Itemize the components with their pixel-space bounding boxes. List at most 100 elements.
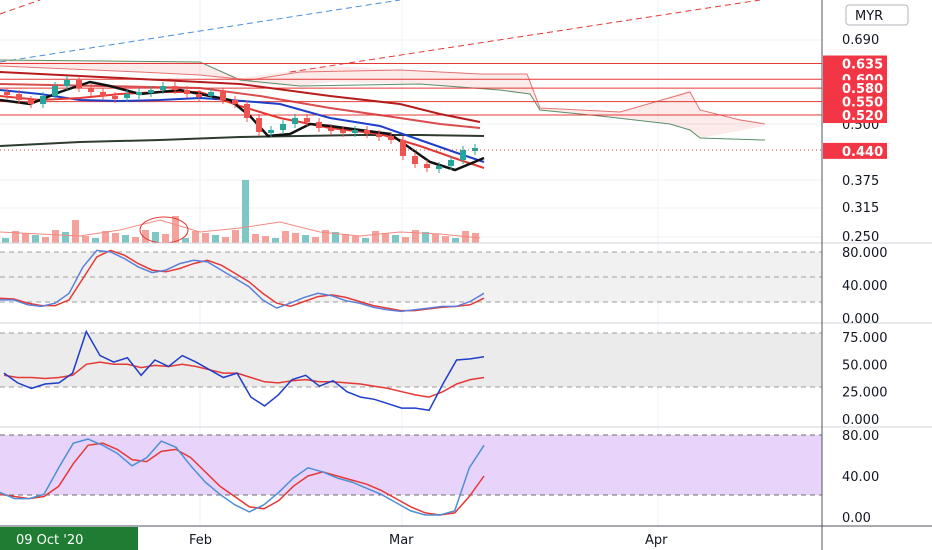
- level-badge-label-2: 0.580: [842, 82, 883, 97]
- candle-body: [16, 94, 22, 100]
- volume-bar: [352, 236, 359, 243]
- volume-bar: [212, 235, 219, 243]
- candle-body: [376, 134, 382, 137]
- volume-bar: [432, 234, 439, 243]
- level-badge-4: [823, 107, 887, 124]
- candle-body: [136, 92, 142, 95]
- candle-body: [340, 130, 346, 133]
- pane2-ticks-1: 50.000: [842, 358, 888, 373]
- volume-bar: [422, 232, 429, 243]
- candle-body: [472, 148, 478, 151]
- volume-bar: [302, 235, 309, 243]
- time-axis[interactable]: 09 Oct '20 Feb Mar Apr: [0, 525, 932, 550]
- currency-badge[interactable]: [845, 4, 909, 26]
- volume-ma: [0, 219, 481, 239]
- price-tick-0: 0.690: [842, 33, 879, 48]
- volume-bar: [102, 231, 109, 243]
- ichimoku-cloud: [0, 60, 765, 138]
- candle-body: [364, 130, 370, 134]
- candle-body: [280, 124, 286, 130]
- candle-body: [424, 164, 430, 168]
- ma-black-fast: [0, 80, 485, 172]
- candle-body: [112, 96, 118, 99]
- volume-bar: [42, 237, 49, 243]
- candle-body: [184, 90, 190, 94]
- volume-bar: [292, 233, 299, 243]
- volume-bar: [82, 236, 89, 243]
- price-pane[interactable]: [0, 0, 822, 244]
- candle-body: [292, 118, 298, 124]
- time-crosshair-badge: [0, 527, 138, 550]
- ichimoku-cloud-red-edge: [0, 65, 766, 125]
- volume-bar: [2, 238, 9, 243]
- volume-bar: [12, 231, 19, 243]
- volume-bar: [282, 231, 289, 243]
- volume-bar: [262, 236, 269, 243]
- volume-bar: [92, 238, 99, 243]
- volume-bar: [222, 237, 229, 243]
- pane3-ticks-2: 0.00: [842, 511, 871, 526]
- candle-body: [220, 92, 226, 100]
- trendline-red-dashed-top: [0, 0, 41, 15]
- pane3-ticks-0: 80.00: [842, 429, 879, 444]
- trendline-blue-dashed: [0, 0, 401, 63]
- price-tick-3: 0.315: [842, 201, 879, 216]
- candle-body: [64, 80, 70, 86]
- ma-red-fast: [0, 91, 485, 169]
- volume-bar: [342, 234, 349, 243]
- rsi-signal-line: [3, 361, 485, 398]
- pane1-ticks-2: 0.000: [842, 312, 879, 327]
- volume-bar: [182, 238, 189, 243]
- volume-bar: [312, 237, 319, 243]
- ma-red-1: [0, 83, 481, 129]
- pane3-ticks-1: 40.00: [842, 470, 879, 485]
- price-tick-2: 0.375: [842, 174, 879, 189]
- candle-body: [388, 136, 394, 140]
- volume-bar: [242, 180, 249, 243]
- candle-body: [52, 86, 58, 96]
- volume-bar: [442, 236, 449, 243]
- volume-bar: [72, 220, 79, 243]
- rsi-line: [3, 329, 485, 412]
- candle-body: [316, 122, 322, 128]
- volume-bar: [452, 238, 459, 243]
- volume-bar: [412, 230, 419, 243]
- volume-bar: [32, 235, 39, 243]
- price-tick-4: 0.250: [842, 230, 879, 245]
- candle-body: [352, 130, 358, 133]
- pane2-ticks-0: 75.000: [842, 331, 888, 346]
- candle-body: [196, 94, 202, 97]
- stoch-d-line: [0, 442, 485, 516]
- candle-body: [160, 86, 166, 90]
- pane1-ticks-0: 80.000: [842, 246, 888, 261]
- time-crosshair-label: 09 Oct '20: [16, 533, 83, 548]
- rsi-pane[interactable]: [0, 322, 932, 412]
- candle-body: [256, 118, 262, 132]
- candle-body: [268, 130, 274, 133]
- candle-body: [4, 92, 10, 95]
- candle-body: [148, 90, 154, 93]
- stoch-rsi-pane[interactable]: [0, 242, 932, 313]
- candle-body: [28, 100, 34, 104]
- candlesticks: [4, 76, 478, 173]
- volume-bar: [382, 233, 389, 243]
- candle-body: [412, 156, 418, 164]
- pane1-ticks-1: 40.000: [842, 279, 888, 294]
- ma-long-dark-red: [0, 71, 481, 123]
- stoch-k-line: [0, 438, 485, 516]
- candle-body: [40, 96, 46, 104]
- volume-bar: [362, 238, 369, 243]
- volume-bar: [392, 235, 399, 243]
- volume-bar: [172, 216, 179, 243]
- stochastic-pane[interactable]: [0, 426, 932, 516]
- volume-bar: [132, 237, 139, 243]
- volume-bar: [52, 230, 59, 243]
- candle-body: [172, 86, 178, 90]
- candle-body: [328, 128, 334, 131]
- level-badge-label-5: 0.440: [842, 145, 883, 160]
- level-badge-0: [823, 55, 887, 72]
- stoch-rsi-k-line: [0, 249, 485, 313]
- volume-bar: [142, 230, 149, 243]
